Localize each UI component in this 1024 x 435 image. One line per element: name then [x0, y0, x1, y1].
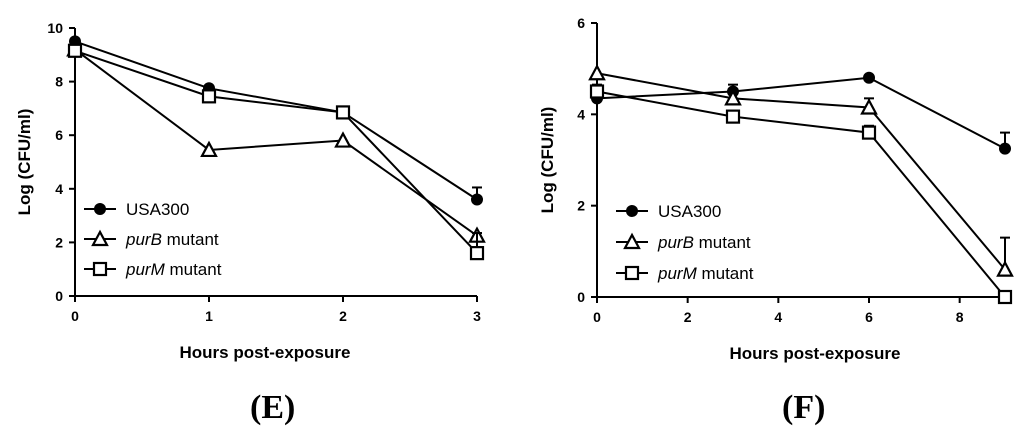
- legend-label-italic: purB: [125, 230, 162, 249]
- y-tick-label: 6: [577, 15, 585, 31]
- y-tick-label: 4: [55, 181, 63, 197]
- legend-label: USA300: [658, 202, 721, 221]
- series-circle: [69, 35, 483, 206]
- panel-label: (F): [782, 389, 825, 426]
- legend-label-suffix: mutant: [162, 230, 219, 249]
- series-square: [67, 41, 485, 261]
- triangle-marker: [588, 63, 606, 81]
- triangle-marker: [334, 131, 352, 148]
- y-tick-label: 2: [577, 198, 585, 214]
- legend-label-suffix: mutant: [694, 233, 751, 252]
- x-axis-title: Hours post-exposure: [730, 344, 901, 363]
- circle-marker: [471, 193, 483, 206]
- series-line: [74, 40, 478, 201]
- y-axis-title: Log (CFU/ml): [15, 109, 34, 216]
- x-tick-label: 1: [205, 308, 213, 324]
- legend-label-italic: purB: [657, 233, 694, 252]
- square-marker: [469, 246, 485, 261]
- circle-marker: [863, 71, 875, 84]
- legend-label-italic: purM: [125, 260, 166, 279]
- series-line: [596, 72, 1006, 271]
- chart-panel: 0 2 4 6 8 0 2 4 6 Hours post-exposure Log (CFU/ml)…: [538, 15, 1014, 426]
- y-axis-title: Log (CFU/ml): [538, 107, 557, 214]
- legend-label-suffix: mutant: [697, 264, 754, 283]
- x-tick-label: 4: [774, 309, 782, 325]
- square-marker: [997, 289, 1013, 305]
- legend-entry: USA300: [616, 202, 721, 221]
- series-square: [589, 83, 1013, 305]
- y-tick-label: 0: [55, 288, 63, 304]
- legend-label: purM mutant: [657, 264, 754, 283]
- x-tick-label: 0: [593, 309, 601, 325]
- x-tick-label: 6: [865, 309, 873, 325]
- legend-label-suffix: mutant: [165, 260, 222, 279]
- circle-marker: [999, 142, 1011, 155]
- legend-entry: purM mutant: [84, 260, 222, 279]
- square-marker: [725, 109, 741, 124]
- circle-marker: [626, 205, 638, 217]
- triangle-marker: [724, 89, 742, 106]
- chart-panel: 0 1 2 3 0 2 4 6 8 10 Hours post-exposure Log (CFU/m…: [15, 20, 486, 426]
- y-tick-label: 2: [55, 234, 63, 250]
- series-line: [596, 76, 1006, 150]
- legend-label: purM mutant: [125, 260, 222, 279]
- y-tick-label: 10: [47, 20, 63, 36]
- triangle-marker: [91, 229, 109, 247]
- square-marker: [67, 43, 83, 58]
- square-marker: [92, 261, 108, 277]
- legend-entry: USA300: [84, 200, 189, 219]
- y-tick-label: 8: [55, 74, 63, 90]
- square-marker: [335, 105, 351, 120]
- y-tick-label: 4: [577, 106, 585, 122]
- series-line: [596, 90, 1006, 298]
- x-tick-label: 2: [684, 309, 692, 325]
- square-marker: [589, 84, 605, 99]
- x-tick-label: 2: [339, 308, 347, 324]
- legend-entry: purB mutant: [84, 229, 219, 249]
- circle-marker: [94, 203, 106, 215]
- x-axis-title: Hours post-exposure: [180, 343, 351, 362]
- legend-entry: purB mutant: [616, 232, 751, 252]
- legend-label: USA300: [126, 200, 189, 219]
- square-marker: [861, 125, 877, 140]
- series-line: [74, 48, 478, 237]
- series-triangle: [588, 63, 1014, 277]
- square-marker: [624, 265, 640, 281]
- legend-label-italic: purM: [657, 264, 698, 283]
- triangle-marker: [996, 260, 1014, 277]
- legend-label: purB mutant: [657, 233, 751, 252]
- series-line: [74, 49, 478, 254]
- y-tick-label: 6: [55, 127, 63, 143]
- legend-entry: purM mutant: [616, 264, 754, 283]
- x-tick-label: 0: [71, 308, 79, 324]
- triangle-marker: [623, 232, 641, 250]
- x-tick-label: 8: [956, 309, 964, 325]
- triangle-marker: [200, 140, 218, 158]
- square-marker: [201, 89, 217, 104]
- y-tick-label: 0: [577, 289, 585, 305]
- x-tick-label: 3: [473, 308, 481, 324]
- legend-label: purB mutant: [125, 230, 219, 249]
- panel-label: (E): [250, 389, 295, 426]
- triangle-marker: [860, 98, 878, 115]
